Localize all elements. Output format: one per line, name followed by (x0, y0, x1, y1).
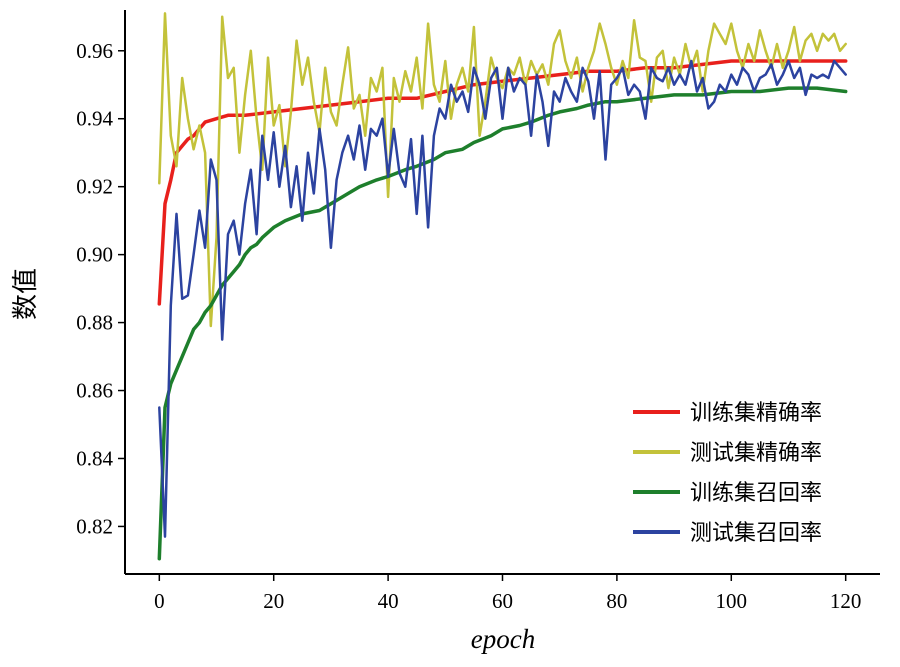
series-line-1 (158, 12, 847, 328)
x-tick-label: 20 (263, 589, 284, 613)
x-tick-label: 0 (154, 589, 165, 613)
y-tick-label: 0.94 (76, 107, 113, 131)
x-tick-label: 60 (492, 589, 513, 613)
y-tick-label: 0.86 (76, 379, 113, 403)
axes: 0 20 40 60 80 100 120 0.82 0.84 0.86 0.88 0.90 0.92 0… (76, 10, 880, 613)
y-tick-label: 0.92 (76, 175, 113, 199)
y-tick-label: 0.82 (76, 514, 113, 538)
series-line-2 (157, 86, 848, 561)
series-line-3 (158, 59, 847, 538)
legend-label-1: 测试集精确率 (690, 441, 822, 466)
y-axis-title: 数值 (11, 268, 41, 320)
x-axis-title: epoch (471, 624, 535, 654)
x-tick-label: 100 (716, 589, 748, 613)
y-tick-label: 0.90 (76, 243, 113, 267)
legend-label-0: 训练集精确率 (690, 401, 822, 426)
series-line-0 (157, 59, 848, 306)
y-tick-label: 0.96 (76, 39, 113, 63)
y-tick-label: 0.88 (76, 311, 113, 335)
legend-label-2: 训练集召回率 (690, 481, 822, 506)
x-tick-label: 120 (830, 589, 862, 613)
x-tick-label: 80 (606, 589, 627, 613)
legend-label-3: 测试集召回率 (690, 521, 822, 546)
y-tick-label: 0.84 (76, 446, 113, 470)
x-tick-label: 40 (378, 589, 399, 613)
series-lines (157, 12, 848, 561)
